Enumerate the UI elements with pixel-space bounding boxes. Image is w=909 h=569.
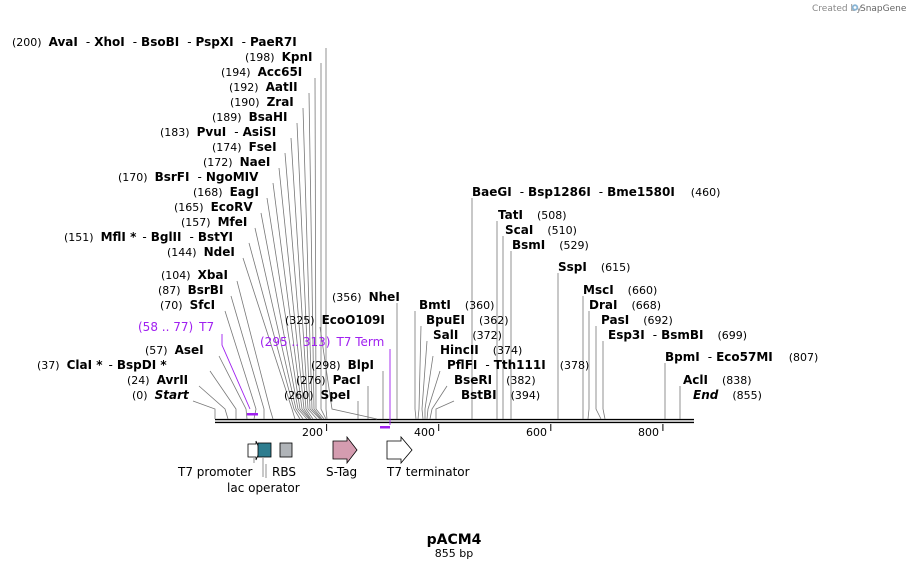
scale-tick-label: 200 [302, 426, 323, 439]
site-connectors [192, 48, 681, 420]
site-label[interactable]: (183) PvuI - AsiSI [160, 125, 276, 139]
feature-label-t7-promoter: T7 promoter [177, 465, 253, 479]
site-label[interactable]: BmtI (360) [419, 298, 494, 312]
feature-label-lac-operator: lac operator [227, 481, 300, 495]
primer-t7term-arrow [380, 426, 390, 429]
site-label[interactable]: (0) Start [132, 388, 190, 402]
site-label[interactable]: HincII (374) [440, 343, 522, 357]
site-label[interactable]: BpuEI (362) [426, 313, 509, 327]
scale-tick-label: 800 [638, 426, 659, 439]
site-label[interactable]: MscI (660) [583, 283, 657, 297]
site-label[interactable]: PflFI - Tth111I (378) [447, 358, 589, 372]
credit-brand: SnapGene [860, 4, 907, 14]
site-label[interactable]: (192) AatII [229, 80, 298, 94]
site-label[interactable]: (70) SfcI [160, 298, 215, 312]
plasmid-name: pACM4 [427, 532, 482, 548]
site-label[interactable]: BseRI (382) [454, 373, 536, 387]
site-label[interactable]: BaeGI - Bsp1286I - Bme1580I (460) [472, 185, 720, 199]
site-label[interactable]: (24) AvrII [127, 373, 188, 387]
site-label[interactable]: (174) FseI [212, 140, 277, 154]
feature-connectors [253, 458, 267, 478]
feature-label-s-tag: S-Tag [326, 465, 357, 479]
plasmid-length: 855 bp [435, 547, 473, 560]
site-label[interactable]: (57) AseI [145, 343, 204, 357]
site-label[interactable]: (144) NdeI [167, 245, 235, 259]
site-label[interactable]: ScaI (510) [505, 223, 577, 237]
site-label[interactable]: (87) BsrBI [158, 283, 223, 297]
site-label[interactable]: SspI (615) [558, 260, 630, 274]
site-label[interactable]: (298) BlpI [311, 358, 374, 372]
scale-tick-label: 400 [414, 426, 435, 439]
site-label[interactable]: (151) MflI * - BglII - BstYI [64, 230, 233, 244]
scale-bar: 200 400 600 800 [302, 424, 664, 439]
site-label[interactable]: TatI (508) [498, 208, 567, 222]
site-label[interactable]: (190) ZraI [230, 95, 294, 109]
site-label[interactable]: (157) MfeI [181, 215, 247, 229]
site-label[interactable]: BsmI (529) [512, 238, 589, 252]
site-label[interactable]: (170) BsrFI - NgoMIV [118, 170, 259, 184]
site-label[interactable]: (276) PacI [296, 373, 361, 387]
feature-rbs[interactable] [279, 442, 293, 458]
site-label[interactable]: (189) BsaHI [212, 110, 288, 124]
site-label[interactable]: (104) XbaI [161, 268, 228, 282]
site-label[interactable]: AclI (838) [683, 373, 752, 387]
site-label[interactable]: (194) Acc65I [221, 65, 302, 79]
site-label[interactable]: BpmI - Eco57MI (807) [665, 350, 818, 364]
feature-track [247, 435, 413, 465]
site-label[interactable]: PasI (692) [601, 313, 673, 327]
site-label[interactable]: (198) KpnI [245, 50, 313, 64]
site-label[interactable]: SalI (372) [433, 328, 502, 342]
feature-t7-terminator[interactable] [386, 435, 413, 465]
site-label[interactable]: End (855) [693, 388, 762, 402]
feature-label-t7-terminator: T7 terminator [386, 465, 470, 479]
primer-label-t7: (58 .. 77) T7 [138, 320, 214, 334]
snapgene-logo-icon [851, 4, 859, 11]
primer-markers [221, 334, 391, 429]
credit-prefix: Created by [812, 4, 862, 14]
site-label[interactable]: (200) AvaI - XhoI - BsoBI - PspXI - PaeR7I [12, 35, 297, 49]
site-label[interactable]: (168) EagI [193, 185, 259, 199]
primer-label-t7-term: (295 .. 313) T7 Term [260, 335, 384, 349]
site-label[interactable]: DraI (668) [589, 298, 661, 312]
feature-lac-operator[interactable] [257, 442, 272, 458]
primer-t7-arrow [247, 413, 258, 416]
site-label[interactable]: (37) ClaI * - BspDI * [37, 358, 167, 372]
site-label[interactable]: (325) EcoO109I [285, 313, 385, 327]
feature-s-tag[interactable] [332, 435, 358, 465]
site-label[interactable]: (172) NaeI [203, 155, 270, 169]
site-label[interactable]: (260) SpeI [284, 388, 350, 402]
site-label[interactable]: Esp3I - BsmBI (699) [608, 328, 747, 342]
site-label[interactable]: (356) NheI [332, 290, 400, 304]
scale-tick-label: 600 [526, 426, 547, 439]
site-label[interactable]: (165) EcoRV [174, 200, 253, 214]
site-label[interactable]: BstBI (394) [461, 388, 540, 402]
sequence-backbone [215, 418, 694, 424]
feature-label-rbs: RBS [272, 465, 296, 479]
primer-t7-leader [221, 334, 251, 410]
